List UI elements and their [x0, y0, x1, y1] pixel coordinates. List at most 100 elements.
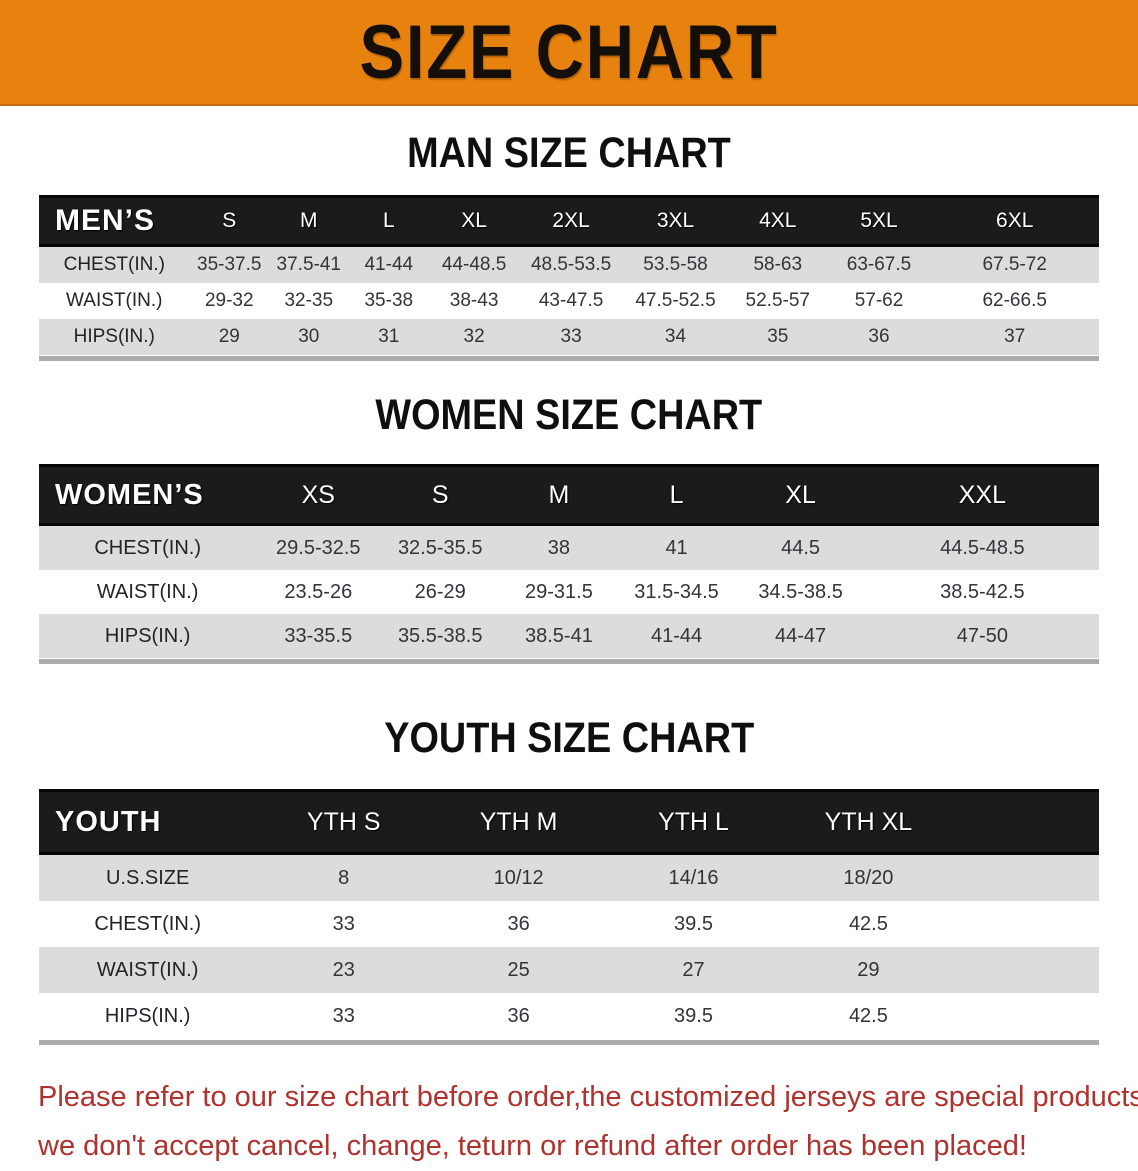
size-value-cell: 35-38	[364, 290, 414, 311]
size-value-cell: 53.5-58	[643, 254, 708, 275]
size-column-header: YTH L	[606, 789, 781, 855]
table-header-label: YOUTH	[39, 789, 257, 855]
table-row: HIPS(IN.) 29 30 31 32 33 34 35 36 37	[39, 319, 1099, 355]
size-value-cell: 29-32	[204, 290, 254, 311]
size-column-header: YTH S	[256, 789, 432, 855]
size-value-cell: 44.5-48.5	[940, 536, 1025, 559]
table-row: WAIST(IN.) 23 25 27 29	[39, 947, 1099, 993]
size-value-cell: 33-35.5	[284, 624, 353, 647]
row-label: WAIST(IN.)	[96, 958, 199, 981]
size-column-header: 2XL	[519, 195, 624, 247]
size-column-header: 3XL	[623, 195, 728, 247]
size-value-cell: 36	[507, 1004, 530, 1027]
size-column-header: M	[500, 464, 618, 526]
youth-size-table: YOUTH YTH S YTH M YTH L YTH XL U.S.SIZE 8 10/1…	[39, 789, 1099, 1039]
size-column-header: XL	[429, 195, 520, 247]
size-value-cell: 39.5	[674, 912, 713, 935]
size-column-header: XXL	[865, 464, 1099, 526]
row-label: CHEST(IN.)	[94, 912, 201, 935]
row-label: WAIST(IN.)	[96, 580, 199, 603]
size-value-cell: 27	[682, 958, 705, 981]
table-header-label: MEN’S	[39, 195, 190, 247]
size-value-cell: 29.5-32.5	[276, 536, 361, 559]
size-column-header: L	[348, 195, 430, 247]
size-value-cell: 44-47	[775, 624, 827, 647]
table-row: WAIST(IN.) 23.5-26 26-29 29-31.5 31.5-34.5 34…	[39, 570, 1099, 614]
size-value-cell: 23.5-26	[284, 580, 353, 603]
size-column-header: 5XL	[827, 195, 931, 247]
filler-cell	[955, 789, 1099, 855]
size-value-cell: 39.5	[674, 1004, 713, 1027]
size-column-header: 4XL	[727, 195, 828, 247]
filler-cell	[956, 947, 1099, 993]
page-title: SIZE CHART	[359, 9, 779, 95]
table-row: HIPS(IN.) 33 36 39.5 42.5	[39, 993, 1099, 1039]
size-value-cell: 67.5-72	[982, 254, 1047, 275]
size-value-cell: 30	[298, 326, 320, 347]
table-row: CHEST(IN.) 35-37.5 37.5-41 41-44 44-48.5 48.5…	[39, 245, 1099, 283]
table-row: U.S.SIZE 8 10/12 14/16 18/20	[39, 853, 1099, 902]
row-label: HIPS(IN.)	[104, 624, 191, 647]
size-value-cell: 38-43	[449, 290, 499, 311]
size-value-cell: 35-37.5	[197, 254, 262, 275]
women-section-heading: WOMEN SIZE CHART	[375, 391, 763, 439]
filler-cell	[956, 854, 1099, 902]
size-value-cell: 38.5-41	[524, 624, 593, 647]
size-value-cell: 38.5-42.5	[940, 580, 1025, 603]
size-column-header: M	[269, 195, 349, 247]
size-column-header: XS	[256, 464, 381, 526]
size-value-cell: 25	[507, 958, 530, 981]
size-value-cell: 36	[868, 326, 890, 347]
filler-cell	[956, 993, 1099, 1039]
size-column-header: S	[380, 464, 501, 526]
row-label: CHEST(IN.)	[94, 536, 201, 559]
table-row: CHEST(IN.) 33 36 39.5 42.5	[39, 901, 1099, 947]
size-value-cell: 42.5	[848, 912, 888, 935]
size-column-header: YTH XL	[780, 789, 956, 855]
youth-section-heading: YOUTH SIZE CHART	[383, 714, 754, 762]
size-value-cell: 38	[547, 536, 571, 559]
size-value-cell: 47-50	[956, 624, 1008, 647]
size-column-header: S	[189, 195, 270, 247]
disclaimer-line-2: we don't accept cancel, change, teturn o…	[38, 1130, 1027, 1162]
size-value-cell: 18/20	[843, 866, 894, 889]
row-label: CHEST(IN.)	[63, 254, 165, 275]
size-value-cell: 23	[332, 958, 355, 981]
table-row: HIPS(IN.) 33-35.5 35.5-38.5 38.5-41 41-44 44-…	[39, 614, 1099, 658]
table-bottom-rule	[39, 1040, 1099, 1045]
size-value-cell: 47.5-52.5	[635, 290, 716, 311]
size-value-cell: 52.5-57	[745, 290, 810, 311]
disclaimer-text: Please refer to our size chart before or…	[38, 1073, 1138, 1171]
size-column-header: 6XL	[930, 195, 1099, 247]
size-value-cell: 62-66.5	[982, 290, 1047, 311]
men-size-table: MEN’S S M L XL 2XL 3XL 4XL 5XL 6XL CHEST(IN.) 35-3…	[39, 195, 1099, 355]
size-value-cell: 29	[218, 326, 240, 347]
size-value-cell: 31	[378, 326, 400, 347]
size-value-cell: 26-29	[414, 580, 466, 603]
row-label: U.S.SIZE	[105, 866, 190, 889]
size-value-cell: 32	[463, 326, 485, 347]
size-value-cell: 58-63	[753, 254, 803, 275]
size-value-cell: 34	[664, 326, 687, 347]
table-bottom-rule	[39, 356, 1099, 361]
table-row: WAIST(IN.) 29-32 32-35 35-38 38-43 43-47.5 47.…	[39, 283, 1099, 319]
size-value-cell: 31.5-34.5	[634, 580, 719, 603]
size-value-cell: 42.5	[848, 1004, 888, 1027]
size-value-cell: 35	[767, 326, 789, 347]
size-column-header: L	[617, 464, 736, 526]
size-value-cell: 41-44	[364, 254, 414, 275]
table-bottom-rule	[39, 659, 1099, 664]
row-label: WAIST(IN.)	[66, 290, 163, 311]
size-value-cell: 8	[338, 866, 350, 889]
table-row: CHEST(IN.) 29.5-32.5 32.5-35.5 38 41 44.5 44.5…	[39, 524, 1099, 570]
women-header-row: WOMEN’S XS S M L XL XXL	[39, 464, 1099, 526]
size-value-cell: 37	[1004, 326, 1026, 347]
size-value-cell: 29	[857, 958, 880, 981]
size-value-cell: 63-67.5	[846, 254, 912, 275]
disclaimer-line-1: Please refer to our size chart before or…	[38, 1081, 1138, 1113]
table-header-label: WOMEN’S	[39, 464, 257, 526]
women-size-section: WOMEN SIZE CHART WOMEN’S XS S M L XL XXL CHEST…	[0, 361, 1138, 664]
size-value-cell: 41	[665, 536, 688, 559]
men-header-row: MEN’S S M L XL 2XL 3XL 4XL 5XL 6XL	[39, 195, 1099, 247]
size-value-cell: 32-35	[284, 290, 334, 311]
